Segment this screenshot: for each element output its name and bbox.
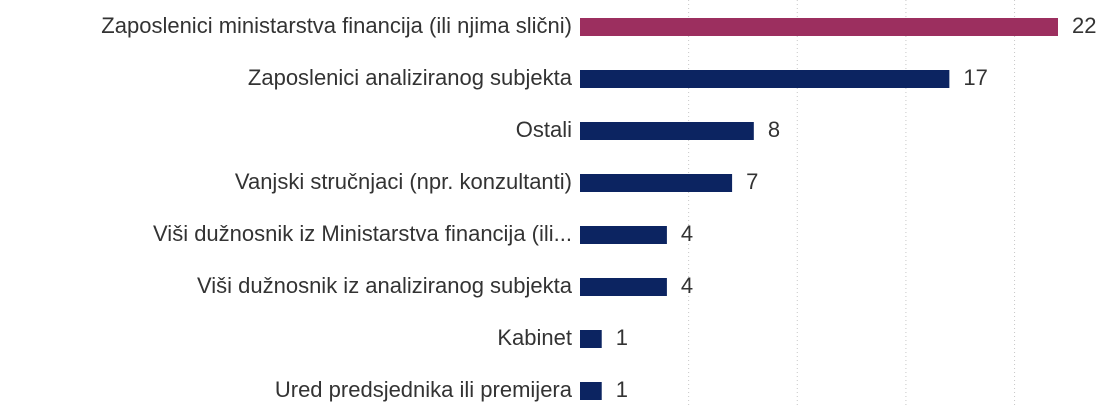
value-label: 4 <box>681 273 693 298</box>
category-label: Vanjski stručnjaci (npr. konzultanti) <box>235 169 572 194</box>
category-label: Viši dužnosnik iz Ministarstva financija… <box>153 221 572 246</box>
category-label: Viši dužnosnik iz analiziranog subjekta <box>197 273 573 298</box>
bar <box>580 226 667 244</box>
value-label: 17 <box>963 65 987 90</box>
category-label: Ured predsjednika ili premijera <box>275 377 573 402</box>
bar <box>580 18 1058 36</box>
bar <box>580 70 950 88</box>
bar <box>580 278 667 296</box>
bar <box>580 330 602 348</box>
value-label: 8 <box>768 117 780 142</box>
category-label: Kabinet <box>497 325 572 350</box>
value-label: 4 <box>681 221 693 246</box>
bar <box>580 174 733 192</box>
category-label: Ostali <box>516 117 572 142</box>
category-label: Zaposlenici ministarstva financija (ili … <box>101 13 572 38</box>
value-label: 1 <box>616 377 628 402</box>
value-label: 1 <box>616 325 628 350</box>
value-label: 7 <box>746 169 758 194</box>
bar <box>580 122 754 140</box>
value-label: 22 <box>1072 13 1096 38</box>
category-label: Zaposlenici analiziranog subjekta <box>248 65 573 90</box>
bar <box>580 382 602 400</box>
